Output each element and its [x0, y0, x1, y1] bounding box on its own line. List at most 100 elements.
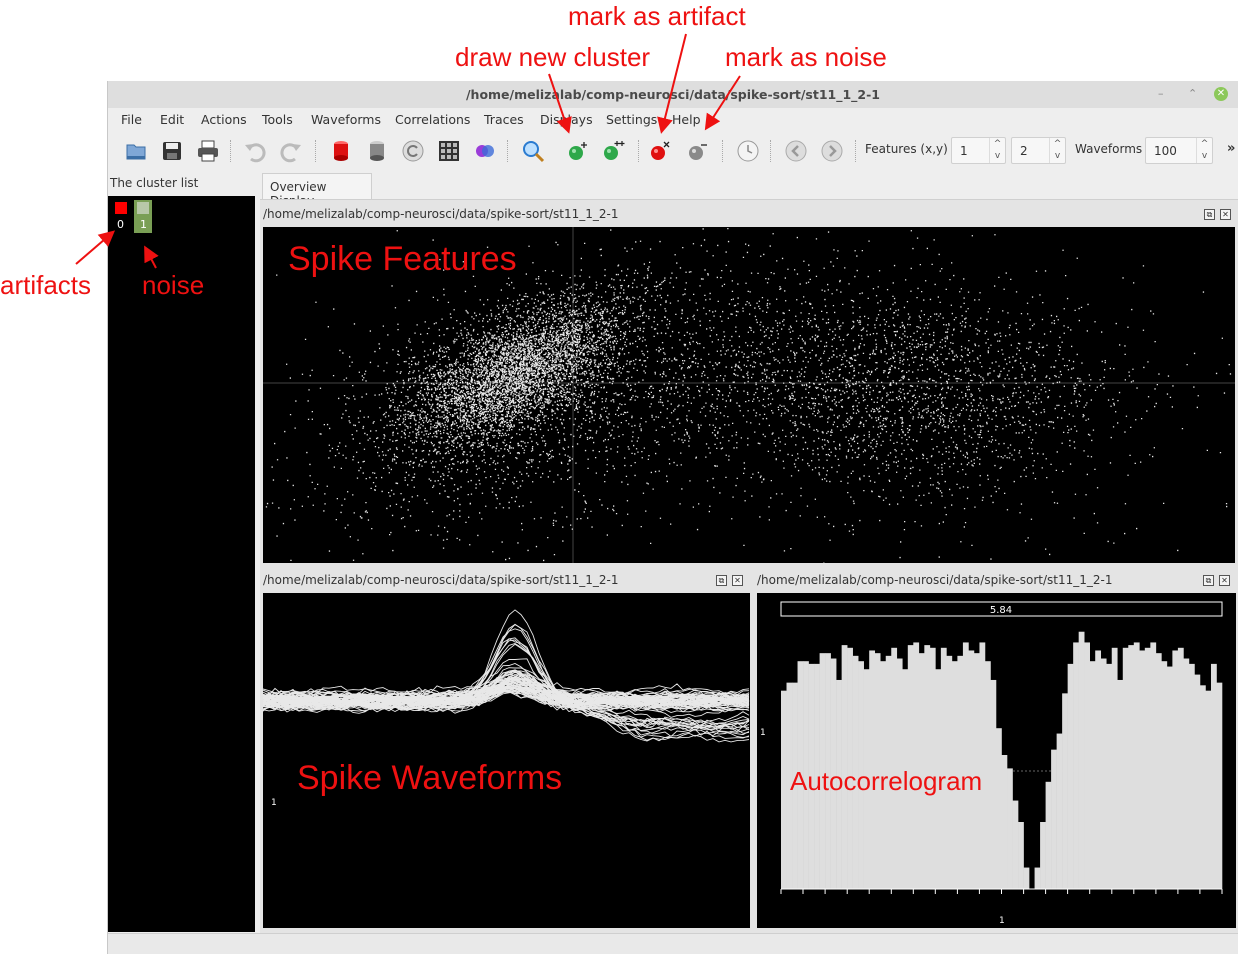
menu-file[interactable]: File	[121, 112, 142, 127]
waveforms-spinbox[interactable]: 100 ^ v	[1145, 137, 1213, 164]
autocorr-bar	[792, 682, 798, 889]
autocorr-bar	[962, 642, 969, 889]
autocorr-bar	[781, 690, 787, 889]
mark-noise-icon[interactable]	[686, 139, 710, 163]
float-panel-button[interactable]: ⧉	[1204, 209, 1215, 220]
cluster-0-swatch[interactable]	[115, 202, 127, 214]
autocorr-bar	[1216, 682, 1223, 889]
spike-features-plot[interactable]	[263, 227, 1235, 563]
open-file-icon[interactable]	[124, 139, 148, 163]
window-close-button[interactable]: ✕	[1214, 87, 1228, 101]
autocorr-panel-title: /home/melizalab/comp-neurosci/data/spike…	[757, 573, 1113, 587]
spin-arrows-icon[interactable]: ^ v	[989, 138, 1005, 163]
toolbar-separator	[507, 140, 508, 162]
mark-artifact-icon[interactable]	[648, 139, 672, 163]
menu-correlations[interactable]: Correlations	[395, 112, 471, 127]
cluster-1-item[interactable]: 1	[134, 200, 152, 233]
refresh-icon[interactable]	[401, 139, 425, 163]
autocorr-bar	[1166, 666, 1173, 889]
spike-waveforms-plot[interactable]: 1	[263, 593, 750, 928]
menu-tools[interactable]: Tools	[262, 112, 293, 127]
minimize-button[interactable]: –	[1158, 87, 1164, 100]
cluster-1-id: 1	[140, 218, 147, 231]
autocorrelogram-plot[interactable]: 5.84 1 1	[757, 593, 1236, 928]
menu-help[interactable]: Help	[672, 112, 701, 127]
waveforms-panel-title: /home/melizalab/comp-neurosci/data/spike…	[263, 573, 619, 587]
autocorr-bar	[951, 661, 958, 889]
back-arrow-icon[interactable]	[784, 139, 808, 163]
autocorr-bar	[852, 655, 859, 889]
autocorr-bar	[1133, 642, 1140, 889]
autocorr-bar	[1122, 647, 1129, 889]
feature-y-spinbox[interactable]: 2 ^ v	[1011, 137, 1066, 164]
cluster-list[interactable]: 0 1	[108, 196, 255, 932]
draw-new-cluster-icon[interactable]	[566, 139, 590, 163]
spin-arrows-icon[interactable]: ^ v	[1196, 138, 1212, 163]
overview-display-area: /home/melizalab/comp-neurosci/data/spike…	[260, 199, 1238, 933]
autocorr-bar	[869, 650, 876, 889]
feature-x-spinbox[interactable]: 1 ^ v	[951, 137, 1006, 164]
autocorr-bar	[1161, 661, 1168, 889]
autocorrelogram-histogram: 5.84 1 1	[760, 601, 1223, 926]
close-panel-button[interactable]: ✕	[1220, 209, 1231, 220]
autocorr-bar	[891, 647, 898, 889]
float-panel-button[interactable]: ⧉	[716, 575, 727, 586]
save-icon[interactable]	[160, 139, 184, 163]
float-panel-button[interactable]: ⧉	[1203, 575, 1214, 586]
arrow-draw-cluster	[548, 73, 572, 134]
autocorr-bar	[830, 658, 837, 889]
cluster-1-swatch	[137, 202, 149, 214]
undo-icon[interactable]	[243, 139, 267, 163]
autocorr-bar	[1023, 867, 1030, 889]
autocorr-peak-box	[780, 601, 1223, 617]
gray-cylinder-icon[interactable]	[365, 139, 389, 163]
autocorr-bar	[1172, 650, 1179, 889]
autocorr-bar	[1194, 674, 1201, 889]
add-clusters-icon[interactable]	[602, 139, 626, 163]
annotation-draw-cluster: draw new cluster	[455, 42, 651, 72]
waveforms-value: 100	[1154, 144, 1177, 158]
forward-arrow-icon[interactable]	[820, 139, 844, 163]
autocorr-bar	[1177, 647, 1184, 889]
autocorr-bar	[1001, 755, 1008, 889]
waveform-traces: 1	[263, 609, 750, 808]
autocorr-bar	[825, 653, 831, 889]
autocorr-bar	[907, 645, 914, 889]
autocorr-bar	[1155, 653, 1162, 889]
close-panel-button[interactable]: ✕	[732, 575, 743, 586]
autocorr-bar	[1128, 645, 1135, 889]
features-panel-title: /home/melizalab/comp-neurosci/data/spike…	[263, 207, 619, 221]
annotation-artifacts: artifacts	[0, 270, 92, 300]
clock-icon[interactable]	[736, 139, 760, 163]
autocorr-bar	[1183, 658, 1190, 889]
waveforms-label: Waveforms	[1075, 142, 1143, 156]
autocorr-bar	[1045, 781, 1052, 889]
toolbar-separator	[315, 140, 316, 162]
grid-icon[interactable]	[437, 139, 461, 163]
menu-edit[interactable]: Edit	[160, 112, 185, 127]
autocorr-bar	[1018, 822, 1024, 889]
autocorr-bar	[863, 669, 870, 889]
cluster-list-label: The cluster list	[110, 176, 199, 190]
toolbar-separator	[230, 140, 231, 162]
close-panel-button[interactable]: ✕	[1219, 575, 1230, 586]
merge-clusters-icon[interactable]	[473, 139, 497, 163]
autocorr-bar	[935, 669, 942, 889]
menu-actions[interactable]: Actions	[201, 112, 247, 127]
menu-traces[interactable]: Traces	[484, 112, 524, 127]
red-cylinder-icon[interactable]	[329, 139, 353, 163]
print-icon[interactable]	[196, 139, 220, 163]
menu-settings[interactable]: Settings	[606, 112, 658, 127]
autocorr-bar	[896, 658, 903, 889]
waveform-lines	[263, 609, 750, 743]
redo-icon[interactable]	[279, 139, 303, 163]
spin-arrows-icon[interactable]: ^ v	[1049, 138, 1065, 163]
autocorr-bar	[968, 650, 975, 889]
menu-waveforms[interactable]: Waveforms	[311, 112, 381, 127]
maximize-button[interactable]: ⌃	[1188, 87, 1198, 100]
toolbar-overflow-button[interactable]: »	[1227, 141, 1236, 156]
zoom-icon[interactable]	[521, 139, 545, 163]
arrow-artifacts	[75, 230, 116, 265]
autocorr-panel-header: /home/melizalab/comp-neurosci/data/spike…	[754, 570, 1238, 592]
toolbar-separator	[722, 140, 723, 162]
